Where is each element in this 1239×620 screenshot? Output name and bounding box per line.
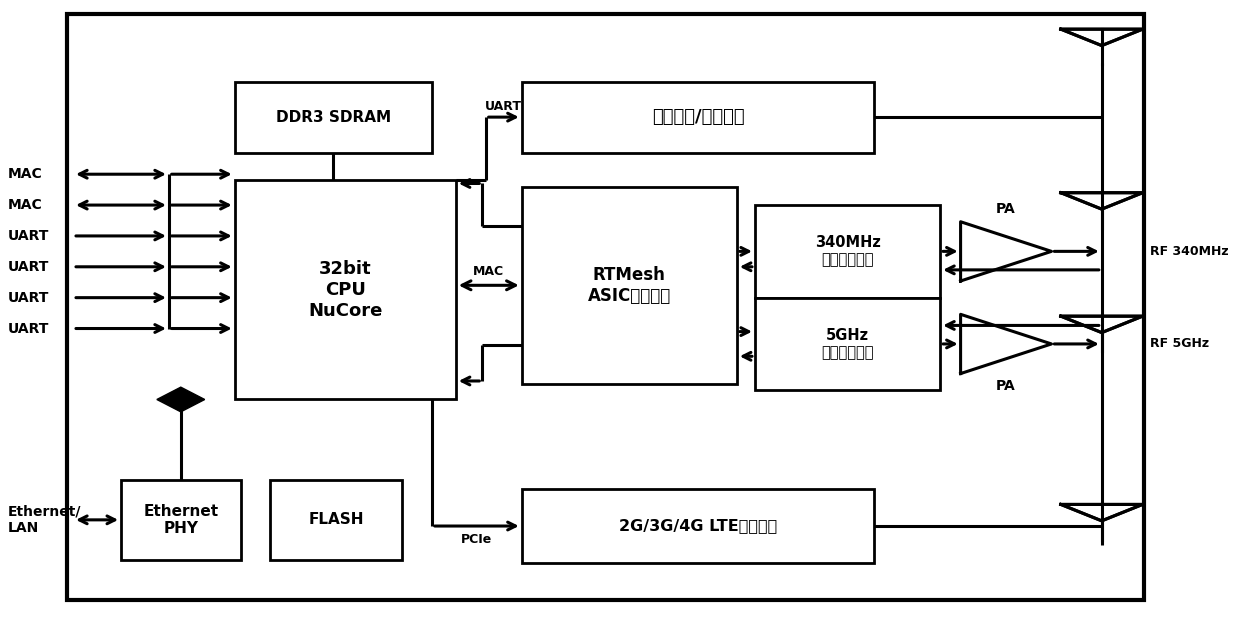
Polygon shape <box>1061 193 1142 209</box>
Polygon shape <box>1061 29 1142 46</box>
Text: RF 5GHz: RF 5GHz <box>1150 337 1209 350</box>
FancyBboxPatch shape <box>755 298 940 390</box>
Polygon shape <box>1061 316 1142 332</box>
Text: 340MHz
直接上下变频: 340MHz 直接上下变频 <box>814 235 881 268</box>
Text: MAC: MAC <box>7 198 42 212</box>
FancyBboxPatch shape <box>67 14 1144 600</box>
Text: PCIe: PCIe <box>461 533 492 546</box>
Text: PA: PA <box>996 379 1016 393</box>
Text: UART: UART <box>7 229 48 243</box>
Text: Ethernet
PHY: Ethernet PHY <box>144 503 218 536</box>
FancyBboxPatch shape <box>234 82 432 153</box>
Text: RTMesh
ASIC基带芯片: RTMesh ASIC基带芯片 <box>587 266 670 304</box>
Text: PA: PA <box>996 202 1016 216</box>
Text: 北斗定位/通讯模块: 北斗定位/通讯模块 <box>652 108 745 126</box>
Text: UART: UART <box>486 99 522 112</box>
FancyBboxPatch shape <box>234 180 456 399</box>
Polygon shape <box>960 222 1052 281</box>
Text: DDR3 SDRAM: DDR3 SDRAM <box>276 110 390 125</box>
Polygon shape <box>1061 505 1142 521</box>
Polygon shape <box>157 387 204 412</box>
Text: MAC: MAC <box>7 167 42 181</box>
FancyBboxPatch shape <box>522 187 737 384</box>
Text: FLASH: FLASH <box>309 512 364 528</box>
Text: 2G/3G/4G LTE通讯模块: 2G/3G/4G LTE通讯模块 <box>620 518 777 534</box>
FancyBboxPatch shape <box>755 205 940 298</box>
Polygon shape <box>960 314 1052 374</box>
FancyBboxPatch shape <box>522 489 875 563</box>
Text: RF 340MHz: RF 340MHz <box>1150 245 1228 258</box>
Text: 32bit
CPU
NuCore: 32bit CPU NuCore <box>309 260 383 320</box>
Text: UART: UART <box>7 291 48 304</box>
FancyBboxPatch shape <box>522 82 875 153</box>
FancyBboxPatch shape <box>121 480 240 560</box>
Text: UART: UART <box>7 322 48 335</box>
Text: MAC: MAC <box>473 265 504 278</box>
Text: UART: UART <box>7 260 48 274</box>
Text: 5GHz
直接上下变频: 5GHz 直接上下变频 <box>821 328 873 360</box>
FancyBboxPatch shape <box>270 480 401 560</box>
Text: Ethernet/
LAN: Ethernet/ LAN <box>7 505 81 535</box>
